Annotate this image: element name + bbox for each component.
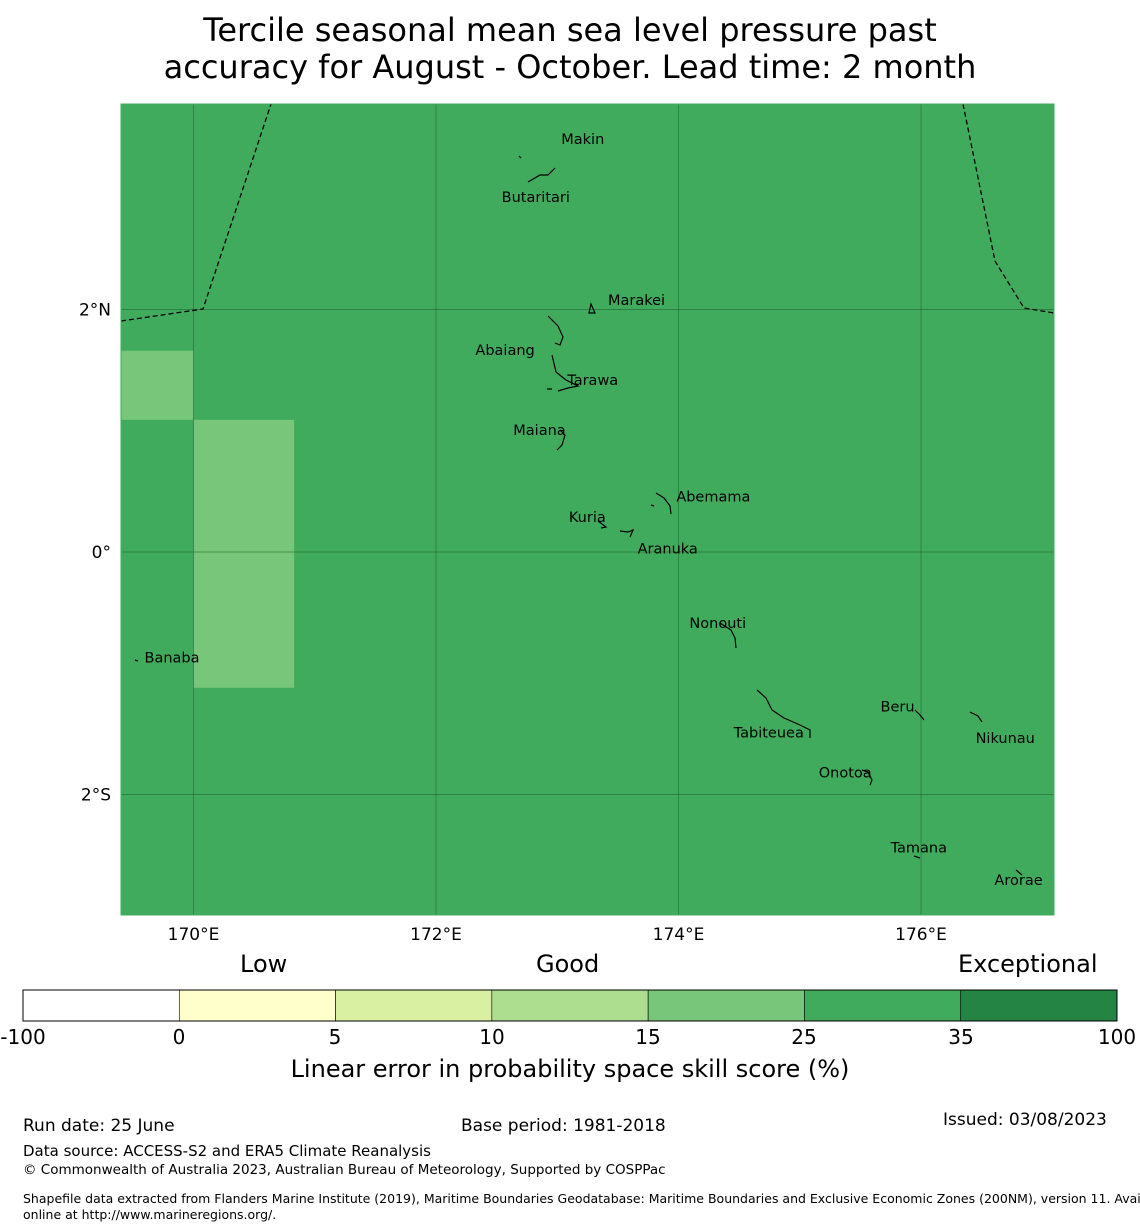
island-outline [551,354,580,392]
island-label: Maiana [513,423,565,439]
lat-tick-label: 2°N [79,301,111,321]
lat-tick-label: 2°S [81,786,111,806]
island-outline [969,711,983,723]
island-label: Butaritari [502,190,570,206]
category-exceptional: Exceptional [958,950,1098,978]
island-label: Tabiteuea [733,726,804,742]
colorbar-tick: 5 [328,1025,342,1049]
island-outline [619,528,635,538]
island-outline [527,167,556,183]
island-outline [556,429,566,451]
skill-cell [121,350,194,420]
colorbar-tick: 100 [1097,1025,1137,1049]
category-low: Low [240,950,288,978]
colorbar-tick: -100 [0,1025,46,1049]
island-outline [597,520,608,529]
island-label: Onotoa [819,766,872,782]
island-label: Abemama [676,490,750,506]
island-label: Banaba [145,650,200,666]
island-label: Nonouti [689,616,746,632]
colorbar-segment [178,989,336,1022]
island-outline [1015,869,1023,876]
shapefile-credit-url: online at http://www.marineregions.org/. [23,1207,277,1222]
island-outline [518,155,522,159]
colorbar-segment [647,989,805,1022]
island-label: Makin [561,132,604,148]
run-date: Run date: 25 June [23,1116,175,1136]
issued-date: Issued: 03/08/2023 [943,1110,1107,1130]
island-outline [913,855,921,859]
colorbar-segment [960,989,1118,1022]
island-label: Nikunau [976,731,1035,747]
island-label: Beru [881,699,915,715]
island-outline [547,315,564,346]
data-source: Data source: ACCESS-S2 and ERA5 Climate … [23,1142,431,1160]
lon-tick-label: 170°E [168,925,220,945]
lon-tick-label: 176°E [895,925,947,945]
chart-title: Tercile seasonal mean sea level pressure… [163,11,977,86]
island-outline [719,622,737,649]
eez-boundary-east [962,103,1055,314]
island-label: Aranuka [638,541,698,557]
island-outline [756,689,811,738]
category-good: Good [536,950,600,978]
island-label: Tamana [890,840,947,856]
island-label: Tarawa [566,373,618,389]
colorbar-segment [22,989,180,1022]
colorbar-segment [804,989,962,1022]
colorbar-tick: 35 [948,1025,974,1049]
colorbar-tick: 25 [791,1025,817,1049]
colorbar-segment [491,989,649,1022]
map: 170°E 172°E 174°E 176°E 2°N 0° 2°S Makin Butarit… [22,103,1118,1022]
island-label: Abaiang [475,343,534,359]
island-outline [588,302,596,314]
lon-tick-label: 172°E [410,925,462,945]
island-outline [861,769,873,786]
colorbar-frame [22,989,1118,1022]
colorbar-segment [335,989,493,1022]
lat-tick-label: 0° [92,543,111,563]
island-outline [655,492,672,515]
map-frame [120,103,1055,916]
island-label: Arorae [994,873,1042,889]
colorbar-label: Linear error in probability space skill … [290,1055,850,1083]
island-label: Marakei [608,293,665,309]
island-outline [914,709,925,721]
colorbar-tick: 15 [635,1025,661,1049]
eez-boundary-west [120,103,272,322]
base-period: Base period: 1981-2018 [461,1116,666,1136]
colorbar-tick: 0 [172,1025,186,1049]
copyright: © Commonwealth of Australia 2023, Austra… [23,1162,666,1178]
colorbar-tick: 10 [479,1025,505,1049]
island-label: Kuria [569,510,606,526]
lon-tick-label: 174°E [653,925,705,945]
shapefile-credit: Shapefile data extracted from Flanders M… [23,1191,1140,1206]
island-outline [134,659,139,662]
skill-cell [193,419,295,688]
island-outline [650,504,655,507]
